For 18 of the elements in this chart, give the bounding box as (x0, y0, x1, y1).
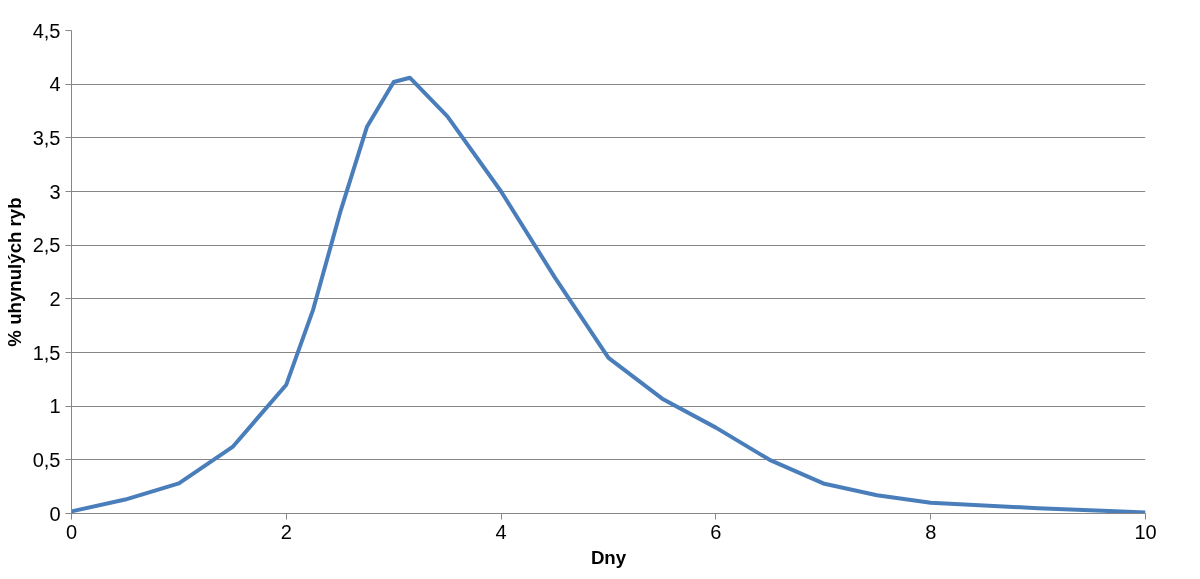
y-tick-label: 3,5 (32, 126, 61, 149)
y-tick-label: 4 (49, 73, 61, 96)
x-tick-label: 2 (280, 520, 292, 543)
y-tick-label: 3 (49, 180, 61, 203)
y-tick-label: 4,5 (32, 19, 61, 42)
x-tick-label: 4 (495, 520, 507, 543)
x-tick-label: 6 (710, 520, 722, 543)
y-tick-label: 2,5 (32, 234, 61, 257)
y-axis-title: % uhynulých ryb (3, 197, 25, 347)
y-tick-label: 0,5 (32, 448, 61, 471)
x-tick-label: 0 (65, 520, 78, 543)
x-tick-label: 10 (1134, 520, 1157, 543)
x-tick-label: 8 (925, 520, 937, 543)
y-tick-label: 2 (49, 287, 61, 310)
y-tick-label: 1,5 (32, 341, 61, 364)
x-axis-title: Dny (590, 546, 627, 568)
y-tick-label: 1 (49, 395, 61, 418)
y-tick-label: 0 (49, 502, 61, 525)
